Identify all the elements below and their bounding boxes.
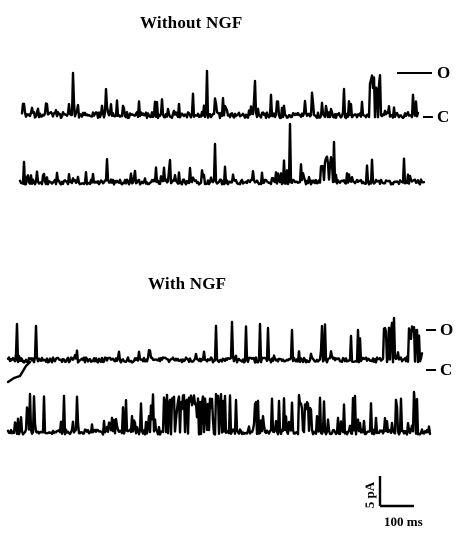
closed-state-label-without: C [437,107,450,126]
trace-with-ngf-2 [6,390,432,436]
closed-level-marker-without [423,116,433,118]
open-level-marker-with [426,329,436,331]
closed-level-marker-with [426,369,436,371]
panel-title-without-ngf: Without NGF [140,13,243,32]
trace-without-ngf-1 [20,69,420,120]
closed-state-label-with: C [440,360,453,379]
open-state-label-with: O [440,320,454,339]
trace-without-ngf-2 [18,122,426,186]
scale-bar-current-label: 5 pA [362,481,378,509]
trace-with-ngf-1 [6,316,424,384]
open-level-marker-without [397,72,432,74]
open-state-label-without: O [437,63,451,82]
scale-bar-time-label: 100 ms [384,514,423,529]
scale-bar [378,476,414,508]
panel-title-with-ngf: With NGF [148,274,227,293]
